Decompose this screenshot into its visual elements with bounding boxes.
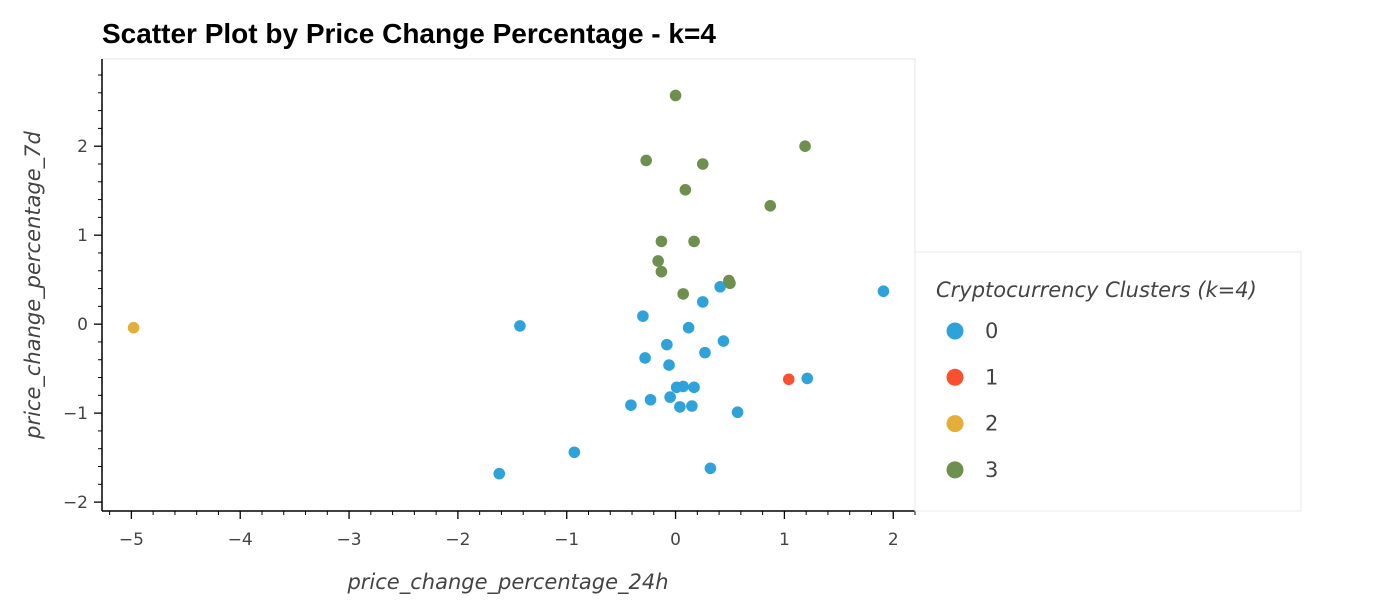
data-point-cluster-3: [799, 140, 811, 152]
data-point-cluster-0: [677, 380, 689, 393]
data-point-cluster-3: [679, 183, 692, 196]
data-point-cluster-0: [493, 467, 506, 480]
data-point-cluster-1: [782, 373, 795, 386]
legend-label-1: 1: [985, 365, 998, 389]
chart-title: Scatter Plot by Price Change Percentage …: [102, 18, 716, 49]
data-point-cluster-0: [699, 346, 711, 359]
x-tick-label: −4: [228, 530, 253, 550]
data-point-cluster-3: [688, 235, 700, 248]
x-tick-label: 2: [888, 530, 899, 550]
points-layer: [127, 89, 890, 480]
legend-marker-0: [946, 322, 964, 340]
data-point-cluster-3: [640, 154, 652, 167]
legend-label-3: 3: [985, 458, 998, 482]
x-tick-label: −5: [119, 530, 144, 550]
data-point-cluster-0: [717, 335, 730, 347]
data-point-cluster-0: [661, 338, 673, 351]
data-point-cluster-3: [724, 277, 736, 290]
x-axis: −5 −4 −3 −2 −1 0 1 2: [102, 510, 916, 550]
legend-label-2: 2: [985, 412, 998, 436]
legend-marker-1: [946, 368, 964, 386]
data-point-cluster-3: [655, 265, 668, 278]
data-point-cluster-0: [644, 393, 657, 406]
data-point-cluster-0: [686, 400, 698, 412]
x-tick-label: −1: [554, 530, 579, 550]
data-point-cluster-3: [669, 89, 682, 102]
data-point-cluster-0: [514, 320, 526, 332]
data-point-cluster-0: [801, 372, 814, 385]
legend-items: 0 1 2 3: [946, 319, 998, 482]
data-point-cluster-3: [677, 288, 689, 300]
data-point-cluster-0: [731, 406, 744, 419]
y-tick-label: −1: [63, 404, 88, 424]
data-point-cluster-0: [682, 321, 695, 334]
data-point-cluster-0: [704, 462, 717, 475]
x-tick-label: −3: [337, 530, 362, 550]
legend-marker-2: [946, 415, 964, 433]
data-point-cluster-3: [764, 200, 777, 212]
x-tick-label: −2: [445, 530, 470, 550]
data-point-cluster-0: [664, 391, 676, 403]
y-axis: −2 −1 0 1 2: [63, 59, 103, 513]
data-point-cluster-0: [639, 352, 651, 364]
data-point-cluster-0: [568, 446, 581, 459]
data-point-cluster-3: [696, 158, 709, 170]
y-tick-label: 2: [77, 137, 88, 157]
plot-area: [101, 58, 916, 512]
legend-box: [914, 251, 1302, 512]
legend: Cryptocurrency Clusters (k=4) 0 1 2 3: [914, 251, 1302, 512]
data-point-cluster-3: [652, 255, 664, 267]
x-tick-label: 1: [779, 530, 790, 550]
data-point-cluster-0: [877, 285, 890, 298]
data-point-cluster-0: [625, 399, 637, 411]
x-axis-label: price_change_percentage_24h: [346, 570, 668, 595]
data-point-cluster-0: [696, 296, 709, 308]
x-tick-label: 0: [670, 530, 681, 550]
y-tick-label: 1: [77, 226, 88, 246]
data-point-cluster-0: [674, 401, 686, 413]
y-tick-label: 0: [77, 315, 88, 335]
data-point-cluster-3: [655, 235, 668, 248]
y-tick-label: −2: [63, 493, 88, 513]
data-point-cluster-0: [714, 280, 726, 293]
data-point-cluster-0: [688, 381, 700, 394]
y-axis-label: price_change_percentage_7d: [21, 130, 46, 439]
data-point-cluster-2: [127, 321, 140, 334]
legend-label-0: 0: [985, 319, 998, 343]
data-point-cluster-0: [637, 310, 649, 322]
legend-title: Cryptocurrency Clusters (k=4): [936, 278, 1257, 302]
data-point-cluster-0: [663, 359, 675, 371]
legend-marker-3: [946, 461, 964, 479]
